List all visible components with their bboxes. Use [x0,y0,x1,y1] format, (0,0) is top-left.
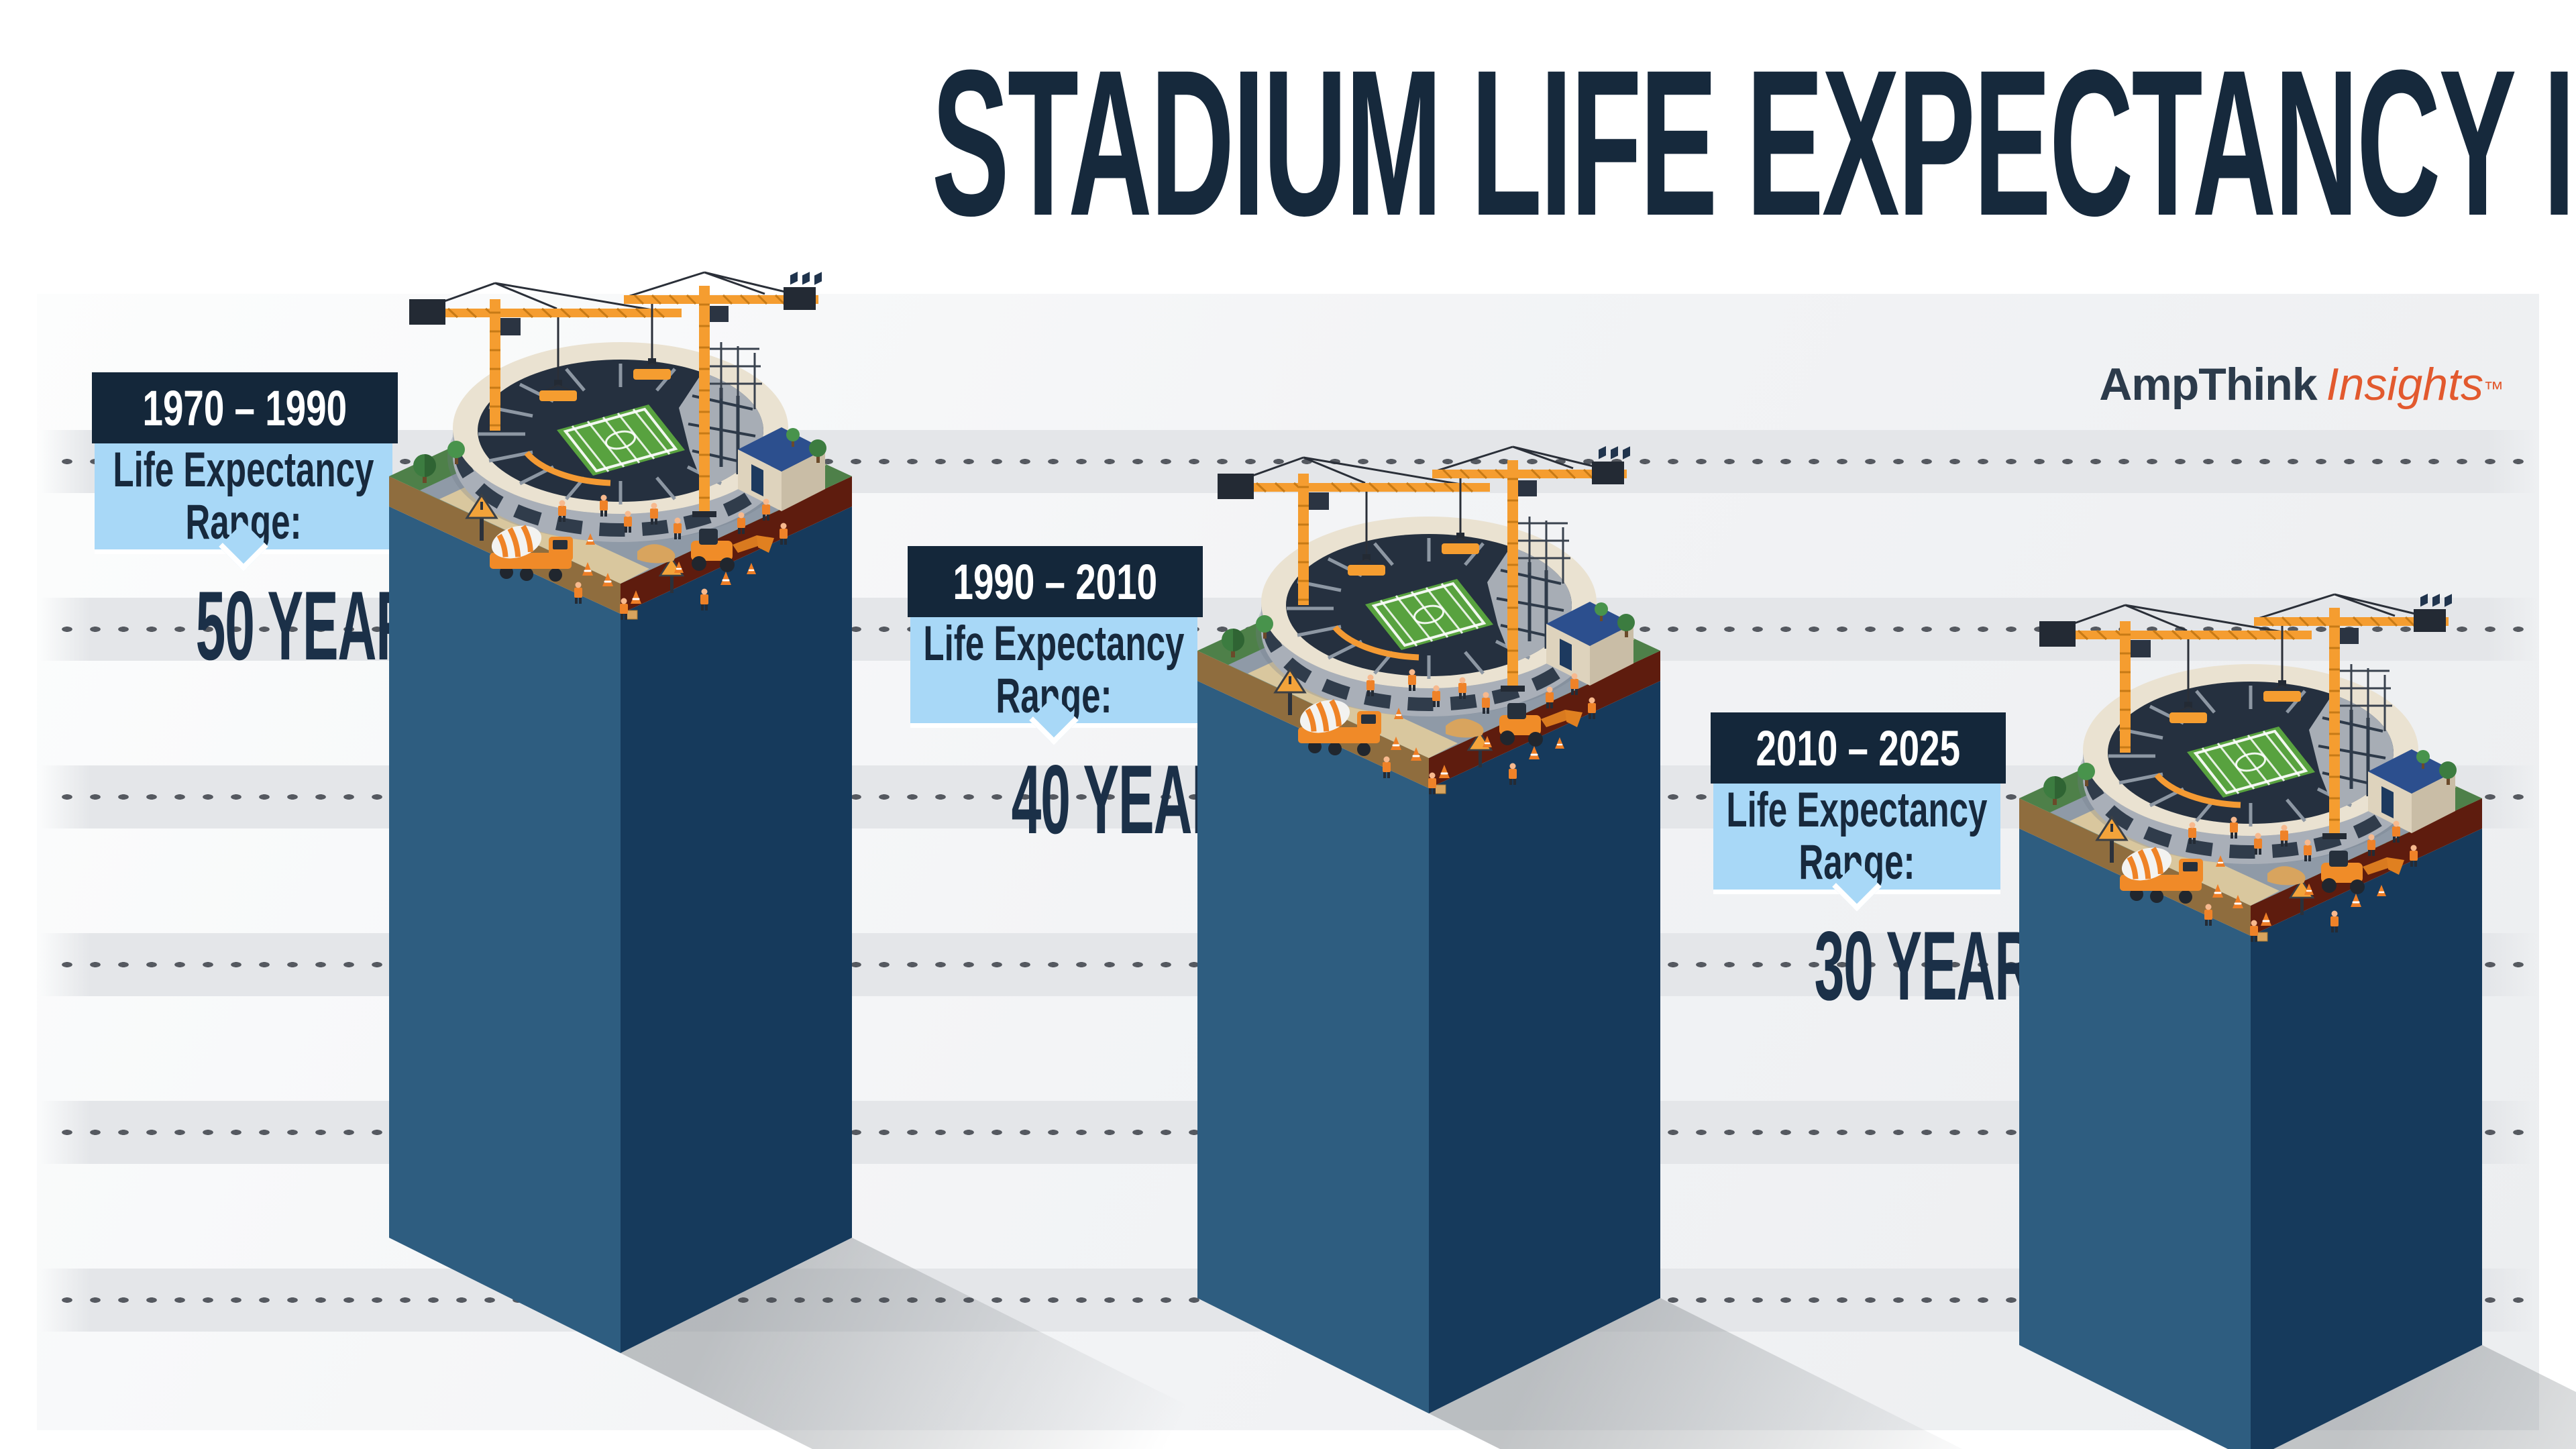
value-label: 40 YEARS [1011,745,1266,854]
value-label: 30 YEARS [1814,911,2069,1020]
bar-right-face [621,506,852,1353]
brand-logo: AmpThink Insights™ [2099,358,2504,411]
brand-product: Insights [2326,359,2483,410]
period-badge: 1970 – 1990 [92,372,398,443]
period-badge: 2010 – 2025 [1711,712,2006,784]
label-1970-1990: 1970 – 1990 Life Expectancy Range: 50 YE… [92,372,450,680]
bar-1970-1990 [389,141,852,1353]
bar-left-face [2019,828,2251,1449]
trademark-symbol: ™ [2483,378,2504,400]
range-badge: Life Expectancy Range: [1713,783,2000,912]
dotted-gridline [62,459,2532,464]
bar-right-face [1429,681,1660,1413]
range-badge: Life Expectancy Range: [95,443,392,572]
brand-name: AmpThink [2099,359,2317,410]
range-badge: Life Expectancy Range: [910,616,1197,745]
title-text: STADIUM LIFE EXPECTANCY IS DECLINING [931,26,2576,259]
bar-1990-2010 [1197,315,1660,1413]
bar-2010-2025 [2019,463,2482,1449]
bar-left-face [1197,681,1429,1413]
range-line1: Life Expectancy [113,443,374,497]
value-label: 50 YEARS [195,571,450,680]
label-2010-2025: 2010 – 2025 Life Expectancy Range: 30 YE… [1711,712,2069,1020]
range-line1: Life Expectancy [1726,783,1988,837]
period-badge: 1990 – 2010 [908,546,1203,617]
range-line1: Life Expectancy [923,616,1185,671]
page-title: STADIUM LIFE EXPECTANCY IS DECLINING [0,39,2576,247]
label-1990-2010: 1990 – 2010 Life Expectancy Range: 40 YE… [908,546,1266,854]
bar-left-face [389,506,621,1353]
bar-right-face [2251,828,2482,1449]
